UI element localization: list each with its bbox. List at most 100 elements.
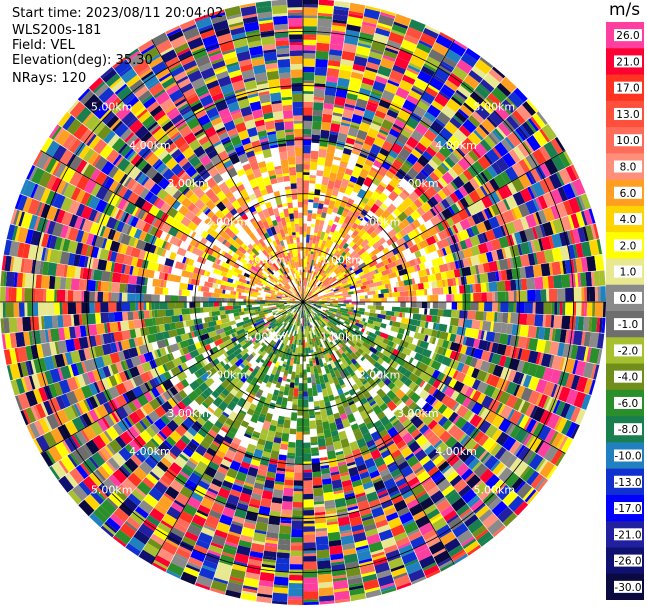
range-gate: [297, 345, 301, 354]
range-gate: [305, 326, 309, 335]
range-gate: [132, 398, 142, 410]
range-gate: [452, 428, 465, 442]
range-gate: [279, 306, 285, 309]
range-gate: [283, 487, 294, 497]
range-gate: [90, 490, 105, 505]
range-gate: [242, 330, 250, 336]
range-gate: [312, 278, 318, 287]
range-gate: [332, 14, 348, 22]
range-gate: [203, 524, 216, 532]
range-gate: [187, 441, 198, 451]
range-gate: [160, 520, 174, 530]
range-gate: [262, 558, 276, 563]
range-gate: [106, 377, 113, 388]
range-gate: [289, 312, 292, 316]
range-gate: [439, 177, 448, 186]
range-gate: [265, 302, 271, 304]
range-gate: [283, 314, 287, 318]
range-gate: [374, 269, 379, 274]
range-gate: [558, 435, 569, 451]
range-gate: [58, 460, 69, 474]
range-gate: [342, 548, 357, 556]
range-gate: [292, 501, 303, 508]
range-gate: [225, 342, 235, 351]
range-gate: [570, 259, 575, 274]
range-gate: [341, 287, 350, 292]
range-gate: [256, 596, 272, 604]
range-gate: [471, 379, 481, 391]
range-gate: [530, 421, 540, 435]
range-gate: [459, 197, 470, 209]
range-gate: [360, 24, 376, 36]
range-gate: [303, 180, 310, 189]
range-gate: [432, 454, 445, 466]
range-gate: [528, 118, 539, 132]
range-gate: [122, 403, 133, 416]
range-gate: [448, 286, 452, 294]
range-gate: [324, 190, 333, 200]
range-gate: [482, 232, 489, 243]
range-gate: [488, 216, 500, 229]
range-gate: [32, 302, 39, 317]
range-gate: [306, 291, 313, 299]
range-gate: [289, 564, 303, 570]
range-gate: [330, 164, 340, 174]
range-gate: [368, 331, 378, 339]
range-gate: [195, 582, 211, 591]
range-gate: [351, 524, 364, 533]
range-gate: [246, 302, 249, 305]
range-gate: [321, 473, 331, 480]
range-gate: [351, 222, 359, 230]
range-gate: [330, 553, 344, 561]
range-gate: [355, 390, 365, 401]
range-gate: [452, 94, 465, 104]
range-gate: [299, 328, 302, 335]
range-gate: [342, 195, 349, 201]
range-gate: [597, 333, 605, 349]
range-gate: [343, 208, 350, 213]
range-gate: [323, 292, 332, 297]
range-gate: [153, 526, 170, 541]
range-gate: [192, 470, 203, 478]
range-gate: [502, 312, 509, 324]
range-gate: [332, 376, 340, 386]
range-gate: [253, 333, 257, 337]
range-gate: [559, 302, 563, 315]
range-gate: [497, 185, 511, 200]
range-gate: [317, 203, 324, 210]
range-gate: [183, 430, 194, 441]
range-gate: [363, 189, 374, 200]
range-gate: [250, 337, 257, 343]
range-gate: [337, 305, 341, 308]
range-gate: [0, 318, 5, 334]
range-gate: [74, 376, 81, 389]
range-gate: [330, 269, 334, 274]
range-gate: [289, 382, 295, 389]
range-gate: [368, 316, 378, 322]
range-gate: [519, 230, 528, 243]
range-gate: [381, 203, 388, 210]
range-gate: [105, 426, 120, 441]
range-gate: [373, 271, 383, 279]
range-gate: [265, 393, 273, 403]
range-gate: [374, 75, 388, 85]
range-gate: [216, 562, 233, 574]
range-gate: [380, 449, 391, 459]
range-gate: [333, 239, 338, 244]
range-gate: [333, 487, 343, 492]
range-gate: [317, 560, 331, 570]
range-gate: [420, 201, 432, 213]
range-gate: [303, 93, 314, 103]
range-gate: [407, 324, 417, 332]
range-gate: [89, 335, 97, 347]
range-gate: [323, 362, 328, 367]
range-gate: [339, 309, 348, 314]
range-gate: [540, 395, 548, 409]
range-gate: [551, 432, 564, 448]
range-gate: [243, 299, 247, 302]
range-gate: [332, 300, 339, 302]
range-gate: [124, 417, 133, 428]
range-gate: [270, 419, 278, 427]
range-gate: [278, 311, 282, 315]
range-gate: [292, 401, 298, 405]
